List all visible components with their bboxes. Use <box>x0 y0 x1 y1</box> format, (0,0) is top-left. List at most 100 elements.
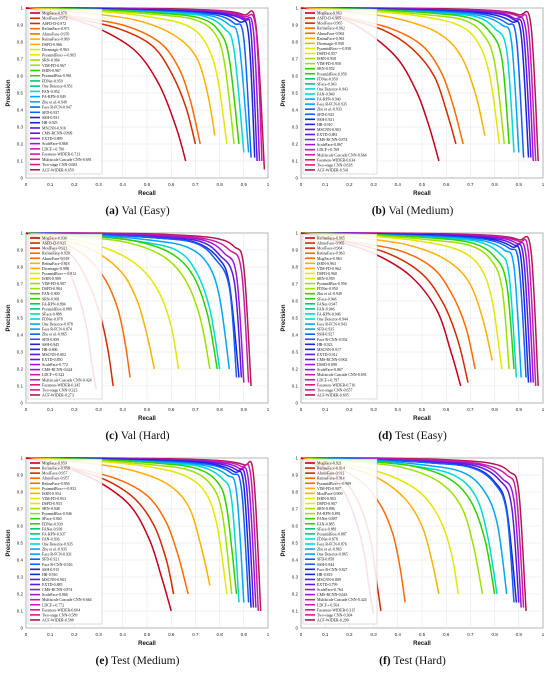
legend-entry: MoslFace-0.972 <box>42 17 67 21</box>
legend-entry: One Detector-0.944 <box>317 318 348 322</box>
legend-entry: SSH-0.844 <box>317 563 334 567</box>
caption-text: Test (Medium) <box>110 655 180 667</box>
legend-entry: LDCF+-0.522 <box>42 373 64 377</box>
legend-entry: Face R-FCN-0.935 <box>317 103 347 107</box>
y-tick-label: 0.9 <box>292 23 299 28</box>
legend-entry: ISRN-0.903 <box>317 497 336 501</box>
legend-entry: PyramidBox-0.961 <box>42 74 72 78</box>
legend-entry: MoslFace-0.909 <box>317 492 342 496</box>
legend: MogFace-0.930ASFD-D-0.925MoslFace-0.921R… <box>27 233 103 400</box>
x-tick-label: 0.2 <box>71 182 78 187</box>
x-tick-label: 0.7 <box>467 407 474 412</box>
legend-entry: AInnoFace-0.965 <box>317 242 344 246</box>
y-tick-label: 0 <box>295 176 298 181</box>
chart-caption: (c) Val (Hard) <box>0 430 275 442</box>
legend-entry: RetinaFace-0.956 <box>42 482 70 486</box>
legend-entry: AInnoFace-0.912 <box>317 472 344 476</box>
x-tick-label: 0.3 <box>95 632 102 637</box>
legend: MogFace-0.970MoslFace-0.972ASFD-D-0.972R… <box>27 8 103 175</box>
legend-entry: MSCNN-0.917 <box>317 348 341 352</box>
legend-entry: HR-0.910 <box>42 573 58 577</box>
legend-entry: VIM-FD-0.967 <box>42 64 66 68</box>
legend-entry: Zhu et al.-0.935 <box>42 548 67 552</box>
legend-entry: SFace-0.943 <box>317 82 337 86</box>
legend-entry: ACF-WIDER-0.541 <box>317 168 349 172</box>
x-tick-label: 0.1 <box>322 407 329 412</box>
x-tick-label: 0.3 <box>370 632 377 637</box>
x-tick-label: 0.8 <box>491 632 498 637</box>
y-tick-label: 0.8 <box>292 490 299 495</box>
legend-entry: DSFD-0.960 <box>317 272 337 276</box>
y-tick-label: 0.9 <box>17 23 24 28</box>
x-tick-label: 0.9 <box>241 407 248 412</box>
legend-entry: Faceness-WIDER-0.315 <box>317 608 355 612</box>
legend-entry: MogFace-0.959 <box>42 462 67 466</box>
y-tick-label: 0.1 <box>17 384 24 389</box>
legend-entry: ASFD-D-0.965 <box>317 17 341 21</box>
y-tick-label: 0.7 <box>17 57 24 62</box>
legend-entry: LDCF+-0.769 <box>317 148 339 152</box>
legend-entry: VIM-FD-0.907 <box>42 282 66 286</box>
legend-entry: SRN-0.959 <box>317 277 335 281</box>
series-line <box>25 7 263 162</box>
x-tick-label: 0.4 <box>395 407 402 412</box>
x-tick-label: 1 <box>267 407 270 412</box>
legend-entry: Zhu et al.-0.949 <box>317 292 342 296</box>
legend-entry: SFD-0.859 <box>42 338 59 342</box>
legend-box <box>302 458 378 625</box>
legend-entry: FA-RPN-0.946 <box>317 312 341 316</box>
x-axis-label: Recall <box>413 641 431 647</box>
legend-entry: PyramidBox-0.956 <box>317 282 347 286</box>
y-tick-label: 0.3 <box>17 350 24 355</box>
y-tick-label: 0.3 <box>292 125 299 130</box>
y-tick-label: 0.5 <box>17 541 24 546</box>
x-tick-label: 0.2 <box>71 407 78 412</box>
legend-entry: DSFD-0.957 <box>317 52 337 56</box>
x-tick-label: 1 <box>542 632 545 637</box>
y-tick-label: 0.7 <box>292 507 299 512</box>
legend-entry: ScaleFace-0.868 <box>42 142 68 146</box>
legend-entry: RefineFace-0.920 <box>42 252 70 256</box>
legend-entry: Zhu et al.-0.865 <box>42 333 67 337</box>
legend-entry: Zhu et al.-0.949 <box>42 100 67 104</box>
legend-entry: ACF-WIDER-0.290 <box>317 618 349 622</box>
legend-entry: AInnoFace-0.918 <box>42 257 69 261</box>
caption-letter: (a) <box>105 205 119 217</box>
legend-entry: LDCF+-0.772 <box>42 603 64 607</box>
x-tick-label: 1 <box>542 407 545 412</box>
legend-entry: ScaleFace-0.867 <box>317 368 343 372</box>
legend-entry: One Detector-0.943 <box>317 87 348 91</box>
legend: RefineFace-0.965AInnoFace-0.965MoslFace-… <box>302 233 378 400</box>
legend-entry: FA-RPN-0.891 <box>317 512 341 516</box>
y-tick-label: 0.2 <box>17 142 24 147</box>
x-tick-label: 1 <box>267 632 270 637</box>
pr-curve-chart: 00 0.1 0.1 0.2 0.2 0.3 0.3 0.4 0.4 0.5 0.5 0.6 0.6 0.… <box>6 231 270 423</box>
x-axis-label: Recall <box>138 641 156 647</box>
legend-entry: RetinaFace-0.961 <box>317 37 345 41</box>
caption-text: Val (Easy) <box>121 205 170 217</box>
x-axis-label: Recall <box>138 191 156 197</box>
legend-entry: AInnoFace-0.970 <box>42 32 69 36</box>
x-tick-label: 0.6 <box>168 632 175 637</box>
x-tick-label: 0.6 <box>443 407 450 412</box>
caption-text: Val (Medium) <box>388 205 454 217</box>
legend-entry: MSCNN-0.802 <box>42 353 66 357</box>
chart-caption: (d) Test (Easy) <box>275 430 550 442</box>
legend-entry: VIM-FD-0.958 <box>317 62 341 66</box>
legend-entry: Face R-FCN-0.931 <box>42 553 72 557</box>
x-tick-label: 0.8 <box>216 407 223 412</box>
legend-entry: SSH-0.927 <box>317 333 334 337</box>
legend-entry: RefineFace-0.914 <box>317 467 345 471</box>
y-tick-label: 0 <box>295 401 298 406</box>
legend-entry: Faceness-WIDER-0.345 <box>42 383 80 387</box>
series-line <box>300 232 537 387</box>
x-tick-label: 0.7 <box>192 182 199 187</box>
x-tick-label: 0.1 <box>47 182 54 187</box>
legend-entry: LDCF+-0.564 <box>317 603 339 607</box>
legend-entry: HR-0.925 <box>42 121 58 125</box>
legend-entry: HR-0.819 <box>317 573 333 577</box>
legend-entry: MogFace-0.963 <box>317 12 342 16</box>
legend-entry: HR-0.806 <box>42 348 58 352</box>
legend-entry: Multiscale Cascade CNN-0.691 <box>42 158 92 162</box>
legend-entry: ScaleFace-0.866 <box>42 593 68 597</box>
